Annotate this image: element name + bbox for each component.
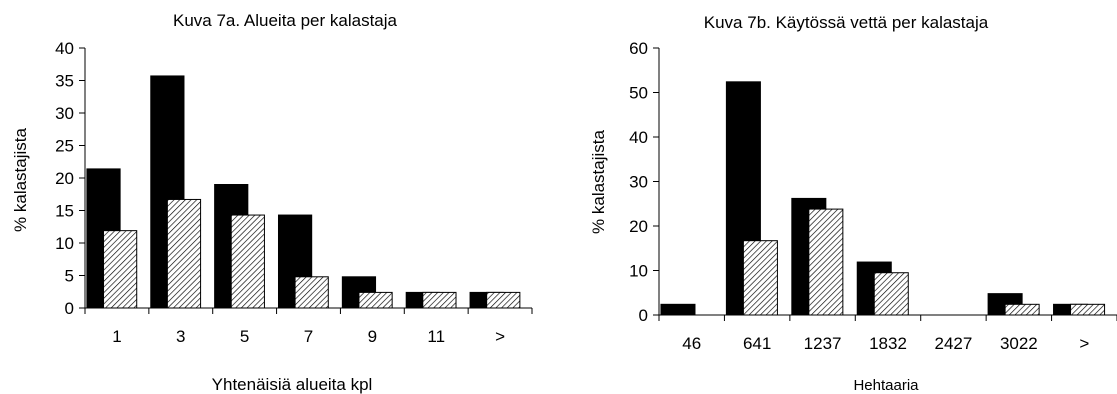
y-tick-label: 10 [55, 234, 74, 253]
bar-hatched [873, 272, 909, 316]
x-tick-label: 1 [112, 327, 121, 346]
chart-title: Kuva 7a. Alueita per kalastaja [173, 11, 398, 30]
y-tick-label: 20 [629, 217, 648, 236]
y-axis-ticks: 0 10 20 30 40 50 60 [629, 39, 659, 325]
x-tick-label: 1832 [869, 334, 907, 353]
x-axis-label: Hehtaaria [853, 377, 919, 394]
bar-hatched [166, 198, 202, 309]
y-tick-label: 40 [55, 39, 74, 58]
y-axis-label: % kalastajista [589, 129, 608, 233]
x-tick-label: 3022 [1000, 334, 1038, 353]
y-tick-label: 10 [629, 262, 648, 281]
chart-title: Kuva 7b. Käytössä vettä per kalastaja [704, 13, 989, 32]
x-axis-ticks: 46 641 1237 1832 2427 3022 > [658, 315, 1117, 353]
y-tick-label: 30 [55, 104, 74, 123]
y-tick-label: 40 [629, 128, 648, 147]
bar-solid [660, 303, 696, 316]
bar-hatched [230, 214, 265, 309]
x-tick-label: > [1079, 334, 1089, 353]
chart-7b: Kuva 7b. Käytössä vettä per kalastaja % … [589, 13, 1117, 394]
chart-7a: Kuva 7a. Alueita per kalastaja % kalasta… [11, 11, 533, 394]
bar-hatched [422, 291, 457, 309]
bar-hatched [486, 291, 521, 309]
x-tick-label: 3 [176, 327, 185, 346]
x-tick-label: 2427 [935, 334, 973, 353]
y-axis-ticks: 0 5 10 15 20 25 30 35 40 [55, 39, 85, 318]
y-tick-label: 15 [55, 202, 74, 221]
bars [86, 75, 521, 309]
bar-hatched [1070, 303, 1106, 316]
y-tick-label: 5 [65, 267, 74, 286]
bar-hatched [294, 276, 329, 309]
bar-hatched [1004, 303, 1040, 316]
x-tick-label: 11 [427, 327, 445, 346]
y-axis-label: % kalastajista [11, 127, 30, 231]
bars [660, 81, 1106, 316]
y-tick-label: 35 [55, 72, 74, 91]
axes [84, 48, 532, 309]
x-tick-label: 1237 [804, 334, 842, 353]
y-tick-label: 50 [629, 84, 648, 103]
y-tick-label: 25 [55, 137, 74, 156]
x-tick-label: 9 [368, 327, 377, 346]
axes [658, 48, 1117, 316]
bar-hatched [358, 291, 393, 309]
x-axis-ticks: 1 3 5 7 9 11 > [84, 308, 533, 346]
y-tick-label: 20 [55, 169, 74, 188]
x-axis-label: Yhtenäisiä alueita kpl [212, 375, 373, 394]
x-tick-label: 641 [743, 334, 771, 353]
bar-hatched [742, 240, 778, 316]
x-tick-label: 5 [240, 327, 249, 346]
y-tick-label: 60 [629, 39, 648, 58]
y-tick-label: 0 [639, 306, 648, 325]
x-tick-label: > [495, 327, 505, 346]
x-tick-label: 46 [682, 334, 701, 353]
x-tick-label: 7 [304, 327, 313, 346]
y-tick-label: 0 [65, 299, 74, 318]
bar-hatched [103, 230, 138, 309]
y-tick-label: 30 [629, 173, 648, 192]
bar-hatched [808, 208, 844, 316]
